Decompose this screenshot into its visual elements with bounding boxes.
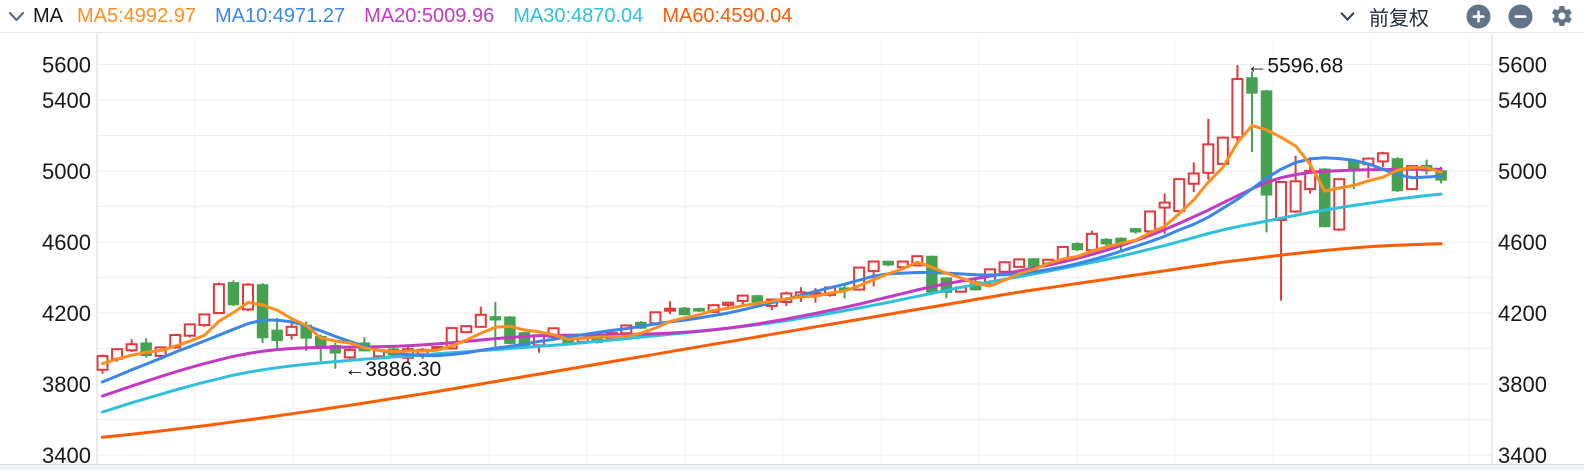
candle-body-up[interactable] <box>1085 232 1098 252</box>
zoom-out-button[interactable] <box>1508 4 1533 29</box>
candle-body-up[interactable] <box>242 283 254 311</box>
adjust-mode-dropdown[interactable]: 前复权 <box>1369 7 1429 30</box>
ma60-line <box>101 242 1443 439</box>
zoom-in-button[interactable] <box>1466 4 1491 29</box>
candle-body-down[interactable] <box>140 342 152 356</box>
candle-body-up[interactable] <box>867 260 880 273</box>
time-axis-strip[interactable] <box>0 464 1584 470</box>
settings-gear-button[interactable] <box>1550 4 1574 28</box>
candle-body-down[interactable] <box>693 307 705 312</box>
candles-group <box>96 65 1447 374</box>
candle-body-down[interactable] <box>329 344 342 354</box>
y-axis-label-left: 5400 <box>42 88 91 113</box>
candle-body-up[interactable] <box>1231 78 1244 139</box>
candle-body-down[interactable] <box>489 316 502 321</box>
y-axis-label-right: 5400 <box>1498 88 1547 113</box>
candle-body-up[interactable] <box>1333 178 1346 231</box>
candle-body-down[interactable] <box>227 282 240 306</box>
candle-body-up[interactable] <box>212 283 225 314</box>
y-axis-label-left: 5000 <box>42 159 91 184</box>
candle-body-down[interactable] <box>256 284 269 339</box>
candle-body-down[interactable] <box>504 316 516 344</box>
high-price-annotation: ←5596.68 <box>1246 55 1343 78</box>
ma-legend-item: MA20:5009.96 <box>364 4 495 27</box>
candle-body-up[interactable] <box>998 261 1011 273</box>
ma-legend-item: MA10:4971.27 <box>214 4 346 27</box>
y-axis-label-right: 5600 <box>1498 53 1547 78</box>
candle-body-up[interactable] <box>125 343 138 352</box>
candle-body-down[interactable] <box>882 260 894 266</box>
candle-body-down[interactable] <box>1129 228 1142 233</box>
candle-body-up[interactable] <box>1158 201 1171 209</box>
candle-body-up[interactable] <box>285 325 298 337</box>
candle-body-down[interactable] <box>1027 258 1040 268</box>
candle-body-up[interactable] <box>183 323 196 337</box>
candle-body-up[interactable] <box>736 294 749 302</box>
candle-body-down[interactable] <box>678 307 691 316</box>
y-axis-label-right: 4200 <box>1498 301 1547 326</box>
candle-body-up[interactable] <box>1013 258 1026 268</box>
y-axis-label-right: 3800 <box>1498 372 1547 397</box>
candle-body-up[interactable] <box>1187 172 1200 185</box>
gear-icon <box>1550 4 1574 28</box>
y-axis-label-right: 4600 <box>1498 230 1547 255</box>
candle-body-up[interactable] <box>663 307 676 312</box>
indicator-title: MA <box>33 4 63 27</box>
ma5-line <box>101 124 1443 366</box>
ma-legend-item: MA5:4992.97 <box>77 4 196 27</box>
ma-legend-item: MA30:4870.04 <box>513 4 644 27</box>
candle-body-down[interactable] <box>1071 243 1084 251</box>
y-axis-label-left: 4200 <box>42 301 91 326</box>
candle-body-up[interactable] <box>198 313 211 327</box>
candle-body-up[interactable] <box>1173 178 1186 213</box>
candle-body-down[interactable] <box>1260 90 1273 196</box>
adjust-dropdown-chevron-icon[interactable] <box>1340 9 1355 24</box>
candle-body-up[interactable] <box>649 311 662 325</box>
candle-body-up[interactable] <box>1144 210 1157 233</box>
minus-circle-icon <box>1508 4 1533 29</box>
candle-body-up[interactable] <box>1289 180 1302 213</box>
candle-body-up[interactable] <box>460 325 473 334</box>
candle-body-up[interactable] <box>445 327 458 350</box>
y-axis-label-left: 3400 <box>42 443 91 468</box>
candle-body-down[interactable] <box>1100 238 1113 245</box>
low-price-annotation: ←3886.30 <box>344 358 441 381</box>
candle-body-up[interactable] <box>1275 181 1288 221</box>
y-axis-label-left: 3800 <box>42 372 91 397</box>
axis-borders <box>96 34 1493 464</box>
candle-body-up[interactable] <box>1202 143 1215 174</box>
candle-body-up[interactable] <box>1216 136 1229 165</box>
candle-body-up[interactable] <box>343 348 356 359</box>
y-axis-label-left: 4600 <box>42 230 91 255</box>
candle-body-down[interactable] <box>271 329 283 342</box>
candle-body-up[interactable] <box>474 313 487 328</box>
chart-toolbar: MA MA5:4992.97 MA10:4971.27 MA20:5009.96 MA… <box>0 0 1584 33</box>
ma-legend: MA5:4992.97 MA10:4971.27 MA20:5009.96 MA30:… <box>77 5 792 28</box>
candle-body-down[interactable] <box>1318 168 1331 228</box>
candle-body-up[interactable] <box>722 301 735 306</box>
ma20-line <box>101 167 1443 398</box>
plus-circle-icon <box>1466 4 1491 29</box>
horizontal-gridlines <box>97 64 1492 456</box>
y-axis-label-right: 5000 <box>1498 159 1547 184</box>
ma-legend-item: MA60:4590.04 <box>662 4 793 27</box>
candle-body-down[interactable] <box>1246 77 1258 94</box>
candle-body-up[interactable] <box>1376 152 1389 163</box>
vertical-gridlines <box>194 34 1470 464</box>
indicator-collapse-chevron-icon[interactable] <box>8 8 25 25</box>
y-axis-label-left: 5600 <box>42 53 91 78</box>
y-axis-label-right: 3400 <box>1498 443 1547 468</box>
